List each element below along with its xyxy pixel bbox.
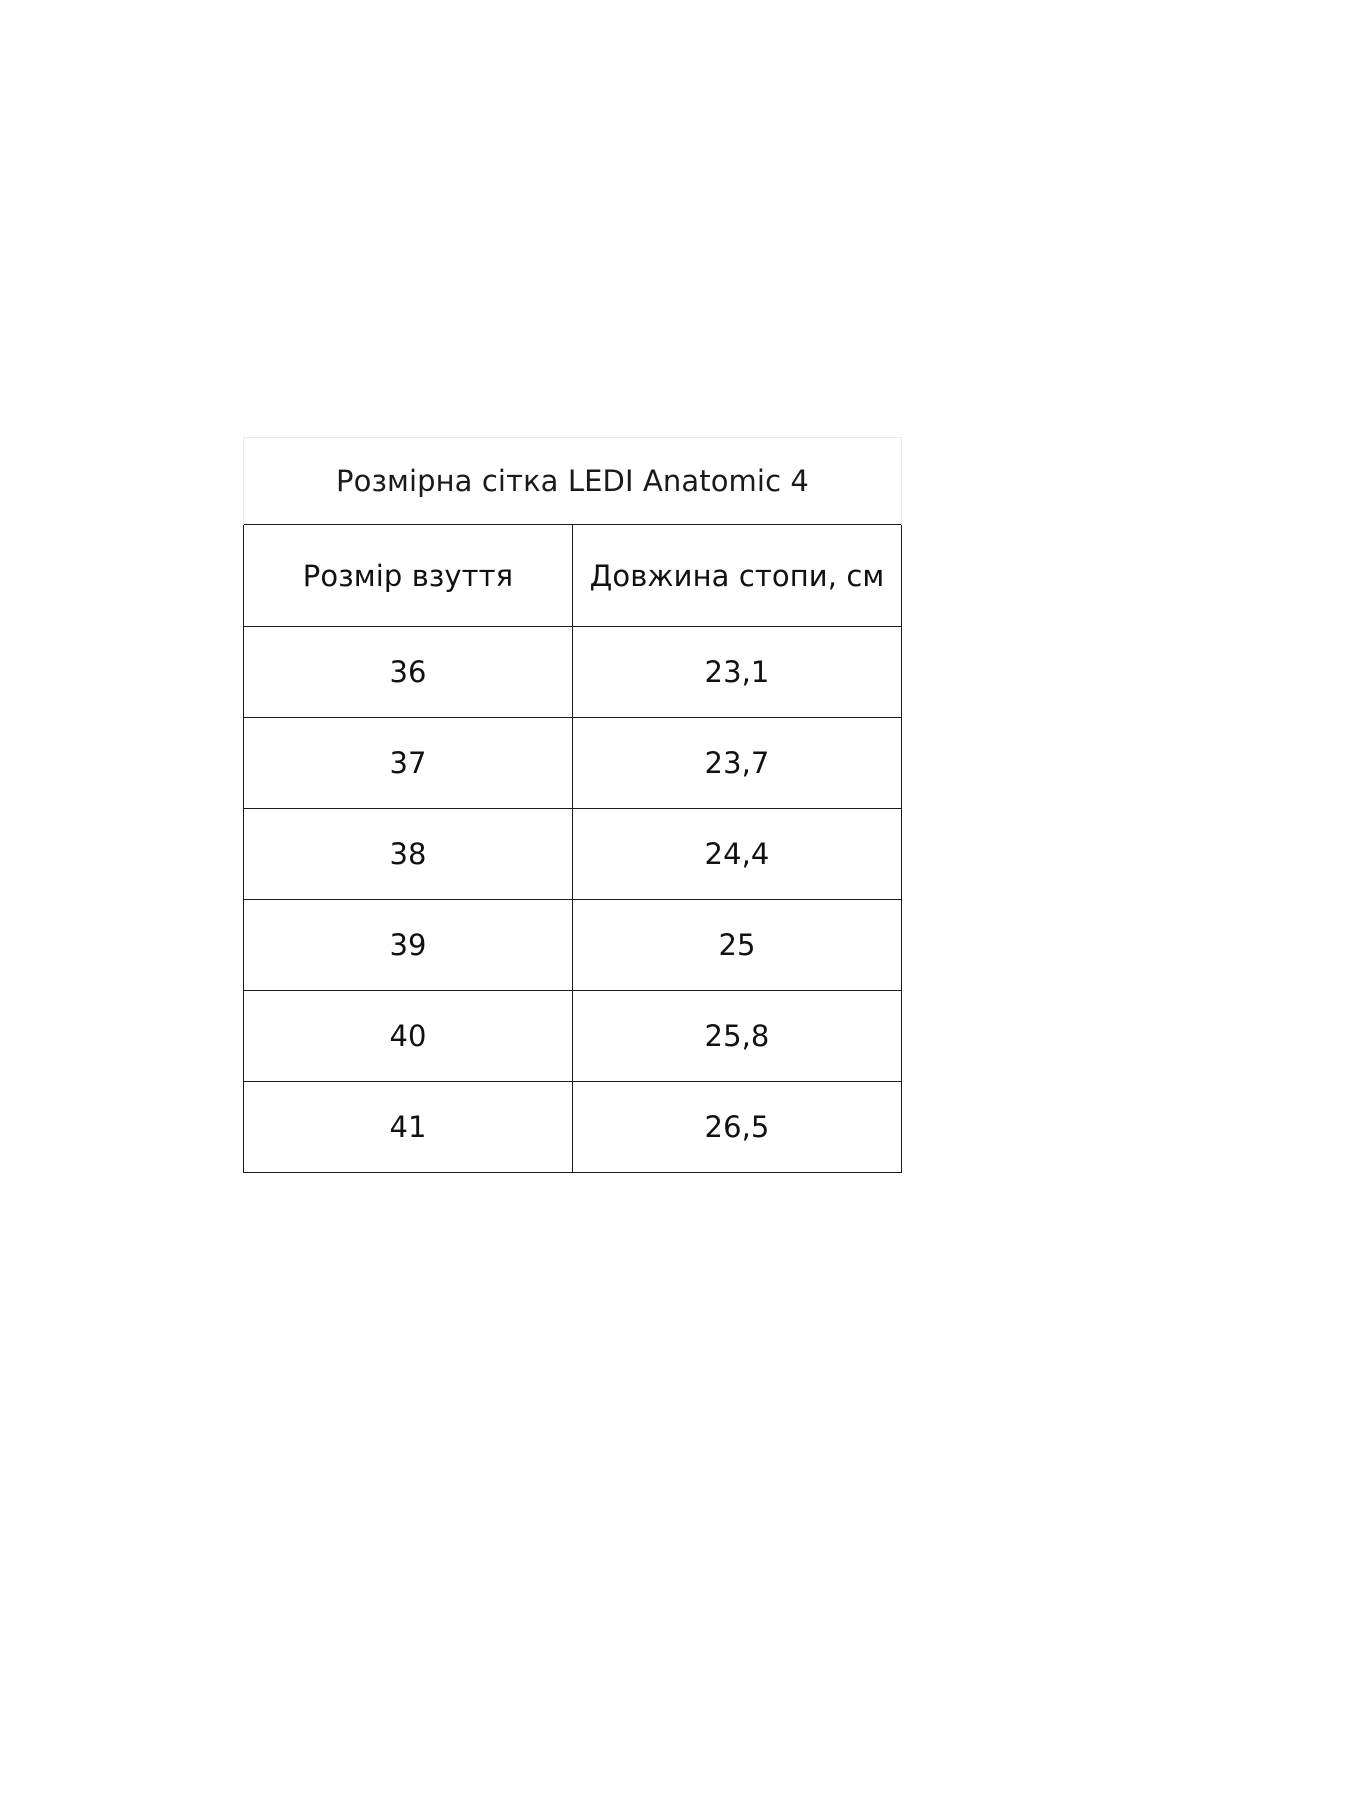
cell-shoe-size: 39 (243, 899, 573, 991)
cell-shoe-size: 40 (243, 990, 573, 1082)
cell-foot-length: 25 (571, 899, 903, 991)
column-header-foot-length: Довжина стопи, см (571, 524, 903, 627)
table-row: 39 25 (243, 899, 903, 991)
table-row: 41 26,5 (243, 1081, 903, 1173)
cell-foot-length: 23,7 (571, 717, 903, 809)
cell-shoe-size: 36 (243, 626, 573, 718)
size-chart-table: Розмірна сітка LEDI Anatomic 4 Розмір вз… (242, 437, 903, 1173)
cell-shoe-size: 41 (243, 1081, 573, 1173)
cell-foot-length: 24,4 (571, 808, 903, 900)
cell-foot-length: 25,8 (571, 990, 903, 1082)
column-header-shoe-size: Розмір взуття (243, 524, 573, 627)
table-title: Розмірна сітка LEDI Anatomic 4 (242, 437, 903, 525)
table-title-row: Розмірна сітка LEDI Anatomic 4 (242, 437, 903, 525)
table-row: 40 25,8 (243, 990, 903, 1082)
table-row: 36 23,1 (243, 626, 903, 718)
table-body: 36 23,1 37 23,7 38 24,4 39 25 40 25,8 41 26,5 (243, 626, 903, 1173)
cell-shoe-size: 37 (243, 717, 573, 809)
table-header-row: Розмір взуття Довжина стопи, см (243, 524, 903, 627)
table-row: 38 24,4 (243, 808, 903, 900)
table-row: 37 23,7 (243, 717, 903, 809)
table-head: Розмірна сітка LEDI Anatomic 4 Розмір вз… (242, 437, 903, 627)
cell-foot-length: 23,1 (571, 626, 903, 718)
cell-foot-length: 26,5 (571, 1081, 903, 1173)
cell-shoe-size: 38 (243, 808, 573, 900)
